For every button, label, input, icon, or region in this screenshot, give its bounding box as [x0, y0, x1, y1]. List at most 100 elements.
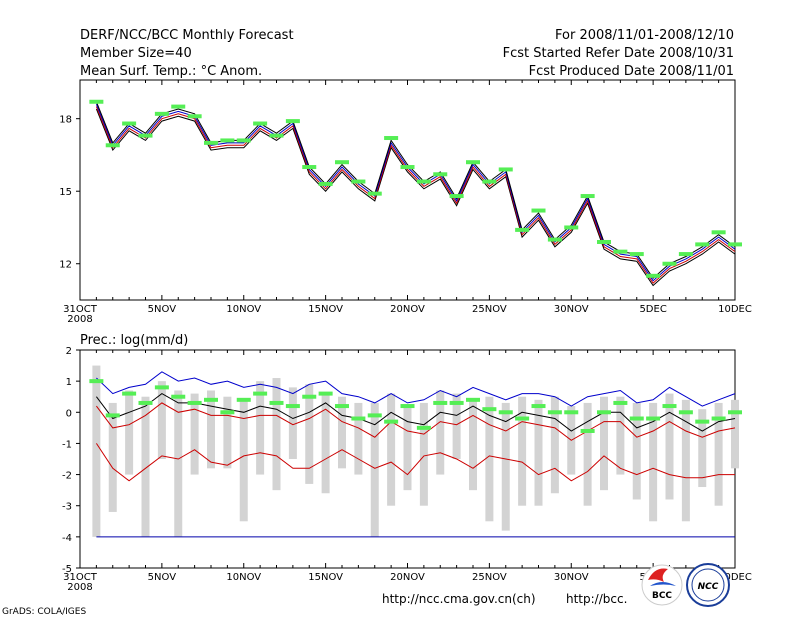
- observed-marker-19: [400, 165, 415, 170]
- observed-marker-33: [629, 252, 644, 257]
- bcc-url-link[interactable]: http://bcc.: [566, 592, 627, 606]
- precipitation-observed-markers: [89, 379, 742, 433]
- spread-box-15: [338, 396, 346, 469]
- ncc-url-link[interactable]: http://ncc.cma.gov.cn(ch): [382, 592, 536, 606]
- x-tick-label: 30NOV: [554, 304, 589, 315]
- x-tick-label: 31OCT: [63, 572, 98, 583]
- x-tick-label: 5NOV: [148, 304, 177, 315]
- spread-box-25: [501, 402, 510, 531]
- series-line-ensemble_mid_red: [95, 106, 736, 284]
- observed-marker-35: [662, 261, 677, 266]
- observed-marker-22: [449, 194, 464, 199]
- y-tick-label: 1: [66, 377, 72, 388]
- observed-marker-6: [187, 114, 202, 119]
- observed-marker-9: [236, 138, 251, 143]
- x-tick-label: 20NOV: [390, 304, 425, 315]
- observed-marker-2: [122, 121, 137, 126]
- observed-marker-5: [171, 394, 186, 399]
- member-size: Member Size=40: [80, 46, 192, 61]
- spread-box-16: [354, 402, 363, 475]
- observed-marker-15: [335, 404, 349, 409]
- spread-box-10: [256, 381, 265, 475]
- temperature-series-group: [95, 101, 736, 287]
- spread-box-28: [550, 396, 559, 494]
- spread-box-31: [600, 396, 608, 491]
- spread-box-35: [665, 393, 674, 500]
- ncc-logo-text: NCC: [698, 582, 719, 592]
- observed-marker-1: [105, 143, 120, 148]
- y-tick-label: 0: [66, 408, 72, 419]
- precipitation-spread-boxes: [92, 365, 739, 537]
- x-tick-label: 5DEC: [639, 304, 666, 315]
- observed-marker-0: [89, 99, 104, 104]
- temperature-plot-frame: [79, 79, 736, 301]
- observed-marker-5: [171, 104, 186, 109]
- observed-marker-31: [597, 239, 611, 244]
- forecast-period: For 2008/11/01-2008/12/10: [555, 28, 734, 43]
- observed-marker-17: [367, 413, 382, 418]
- observed-marker-17: [367, 191, 382, 196]
- observed-marker-3: [138, 133, 153, 138]
- observed-marker-11: [269, 133, 284, 138]
- y-tick-label: -4: [62, 533, 72, 544]
- observed-marker-21: [433, 400, 448, 405]
- x-tick-label: 15NOV: [308, 572, 343, 583]
- observed-marker-16: [351, 179, 366, 184]
- observed-marker-37: [695, 242, 710, 247]
- observed-marker-38: [711, 416, 726, 421]
- series-line-max: [96, 371, 736, 407]
- spread-box-27: [534, 399, 543, 506]
- observed-marker-0: [89, 379, 104, 384]
- observed-marker-28: [547, 237, 562, 242]
- observed-marker-7: [204, 140, 218, 145]
- spread-box-9: [239, 399, 248, 522]
- observed-marker-16: [351, 416, 366, 421]
- observed-marker-35: [662, 404, 677, 409]
- observed-marker-28: [547, 410, 562, 415]
- spread-box-22: [452, 393, 461, 459]
- spread-box-2: [125, 390, 134, 475]
- observed-marker-14: [318, 391, 333, 396]
- bcc-logo: BCC: [641, 564, 683, 606]
- y-tick-label: -3: [62, 502, 72, 513]
- figure-title: DERF/NCC/BCC Monthly Forecast: [80, 28, 294, 43]
- spread-box-26: [518, 396, 527, 506]
- ncc-logo: NCC: [686, 563, 730, 607]
- spread-box-3: [141, 396, 150, 537]
- observed-marker-20: [416, 179, 431, 184]
- temp-variable-label: Mean Surf. Temp.: °C Anom.: [80, 64, 262, 79]
- spread-box-8: [223, 396, 232, 469]
- spread-box-39: [731, 399, 739, 469]
- observed-marker-10: [253, 121, 268, 126]
- spread-box-24: [485, 396, 494, 522]
- observed-marker-9: [236, 397, 251, 402]
- spread-box-38: [714, 402, 723, 506]
- y-tick-label: 15: [59, 187, 72, 198]
- observed-marker-10: [253, 391, 268, 396]
- temperature-panel: 12 15 18 31OCT 5NOV 10NOV 15NOV 20NOV 25NOV 30NOV…: [59, 79, 752, 325]
- spread-box-11: [272, 378, 281, 491]
- spread-box-14: [321, 393, 330, 494]
- series-line-ensemble_mid_blue: [95, 104, 736, 282]
- spread-box-32: [616, 396, 625, 475]
- spread-box-18: [387, 393, 396, 506]
- observed-marker-31: [597, 410, 611, 415]
- x-year-label: 2008: [67, 582, 92, 593]
- y-tick-label: -1: [62, 439, 72, 450]
- spread-box-0: [92, 365, 101, 537]
- x-tick-label: 15NOV: [308, 304, 343, 315]
- observed-marker-26: [515, 416, 530, 421]
- observed-marker-32: [613, 400, 628, 405]
- precipitation-panel: -5 -4 -3 -2 -1 0 1 2 31OCT 5NOV 10NOV 15NOV 20NOV 25N…: [62, 346, 752, 593]
- x-tick-label: 25NOV: [472, 572, 507, 583]
- observed-marker-19: [400, 404, 415, 409]
- series-line-lower_red: [95, 443, 735, 482]
- x-tick-label: 10NOV: [226, 304, 261, 315]
- observed-marker-29: [564, 410, 579, 415]
- observed-marker-33: [629, 416, 644, 421]
- observed-marker-32: [613, 249, 628, 254]
- observed-marker-7: [204, 397, 218, 402]
- observed-marker-25: [498, 167, 513, 172]
- observed-marker-4: [154, 111, 169, 116]
